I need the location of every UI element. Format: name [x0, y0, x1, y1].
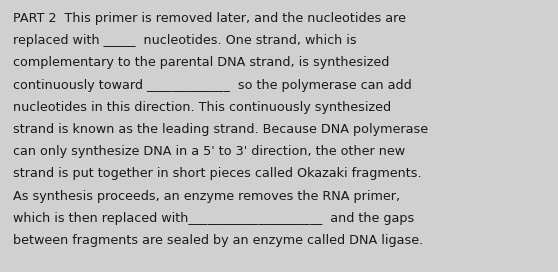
Text: which is then replaced with_____________________  and the gaps: which is then replaced with_____________… [13, 212, 414, 225]
Text: between fragments are sealed by an enzyme called DNA ligase.: between fragments are sealed by an enzym… [13, 234, 424, 247]
Text: strand is known as the leading strand. Because DNA polymerase: strand is known as the leading strand. B… [13, 123, 428, 136]
Text: can only synthesize DNA in a 5' to 3' direction, the other new: can only synthesize DNA in a 5' to 3' di… [13, 145, 405, 158]
Text: continuously toward _____________  so the polymerase can add: continuously toward _____________ so the… [13, 79, 412, 92]
Text: strand is put together in short pieces called Okazaki fragments.: strand is put together in short pieces c… [13, 167, 422, 180]
Text: replaced with _____  nucleotides. One strand, which is: replaced with _____ nucleotides. One str… [13, 34, 357, 47]
Text: PART 2  This primer is removed later, and the nucleotides are: PART 2 This primer is removed later, and… [13, 12, 406, 25]
Text: complementary to the parental DNA strand, is synthesized: complementary to the parental DNA strand… [13, 56, 389, 69]
Text: nucleotides in this direction. This continuously synthesized: nucleotides in this direction. This cont… [13, 101, 391, 114]
Text: As synthesis proceeds, an enzyme removes the RNA primer,: As synthesis proceeds, an enzyme removes… [13, 190, 400, 203]
